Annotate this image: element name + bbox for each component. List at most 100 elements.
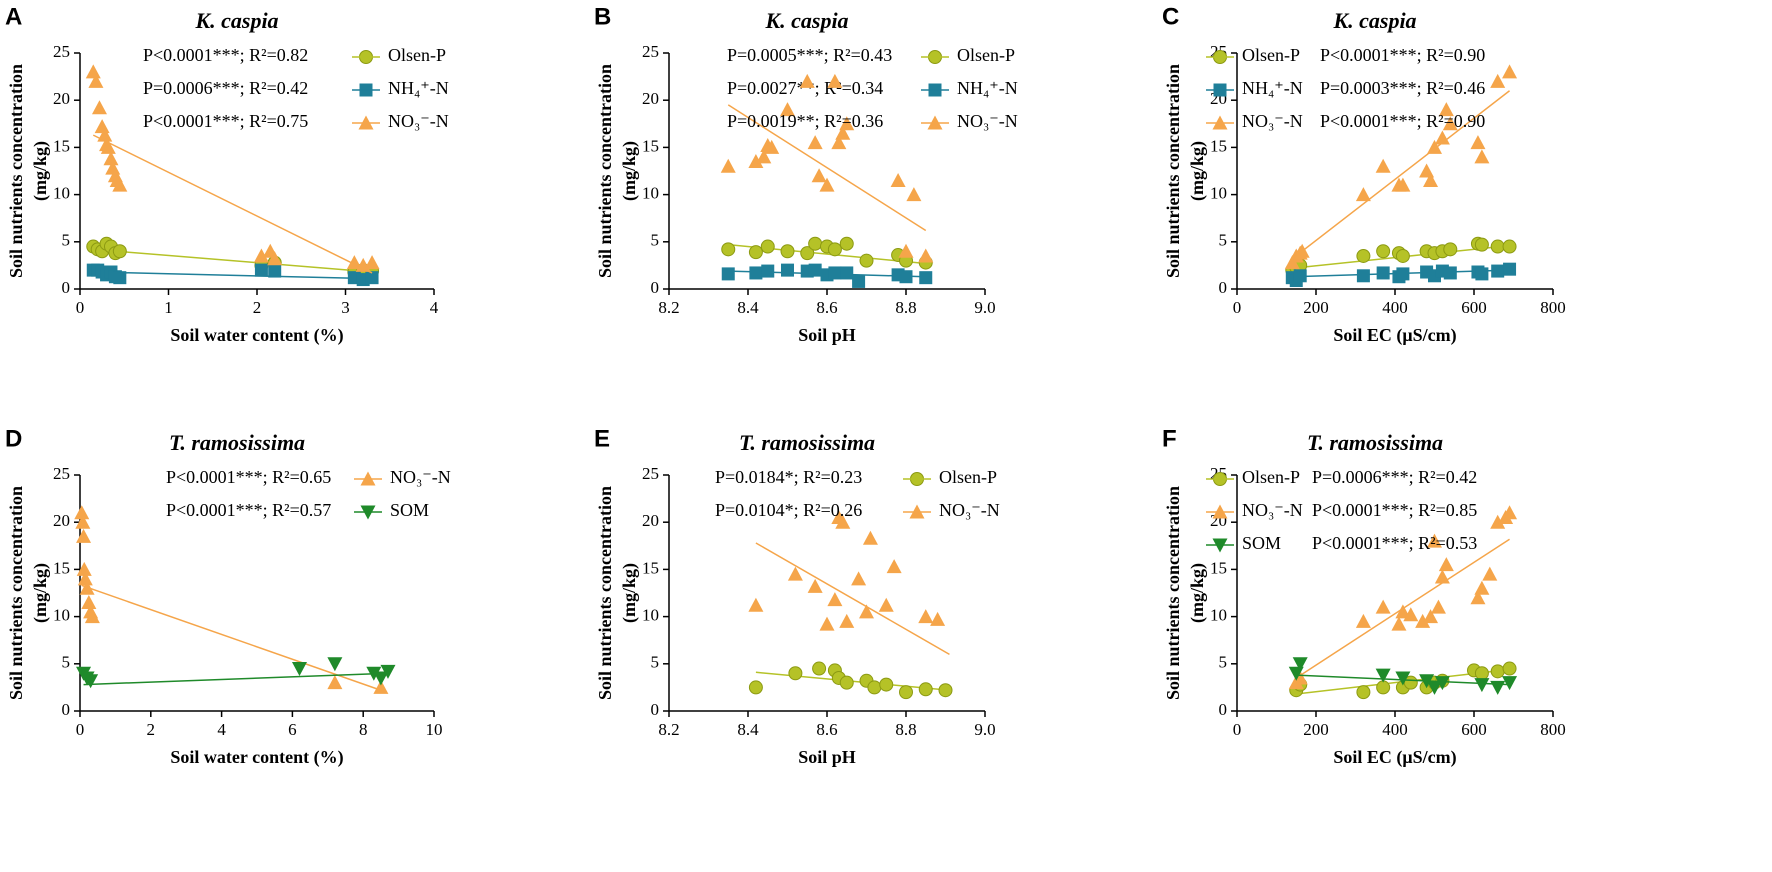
point — [91, 100, 107, 115]
x-axis-label: Soil EC (μS/cm) — [1333, 747, 1456, 768]
point — [835, 125, 851, 140]
panel-title: K. caspia — [764, 8, 848, 33]
point — [918, 682, 933, 697]
y-axis-label: (mg/kg) — [619, 563, 640, 623]
point — [906, 187, 922, 202]
point — [1491, 264, 1505, 278]
legend-label: Olsen-P — [957, 45, 1015, 65]
panel-letter: F — [1162, 425, 1177, 452]
point — [1395, 248, 1410, 263]
point — [1356, 248, 1371, 263]
fit-line — [727, 104, 927, 232]
point — [800, 246, 815, 261]
x-tick-label: 9.0 — [974, 298, 995, 317]
y-tick-label: 15 — [642, 136, 659, 155]
point — [852, 274, 866, 288]
point — [380, 664, 396, 679]
point — [366, 666, 382, 681]
point — [1375, 668, 1391, 683]
point — [1423, 609, 1439, 624]
point — [88, 73, 104, 88]
point — [878, 597, 894, 612]
point — [781, 263, 794, 277]
y-tick-label: 0 — [62, 278, 71, 297]
stat-annotation: P=0.0104*; R²=0.26 — [715, 500, 862, 520]
x-tick-label: 0 — [1233, 720, 1242, 739]
point — [77, 571, 93, 586]
stat-annotation: P=0.0019**; R²=0.36 — [727, 111, 883, 131]
point — [113, 271, 127, 285]
x-tick-label: 3 — [341, 298, 350, 317]
point — [1403, 607, 1419, 622]
point — [1490, 73, 1506, 88]
legend-label: NH₄⁺-N — [957, 78, 1018, 98]
y-axis-label: Soil nutrients concentration — [6, 64, 26, 278]
x-tick-label: 0 — [76, 298, 85, 317]
stat-annotation: P<0.0001***; R²=0.90 — [1320, 45, 1485, 65]
point — [918, 248, 934, 263]
legend-label: Olsen-P — [388, 45, 446, 65]
y-tick-label: 0 — [651, 700, 660, 719]
y-tick-label: 20 — [642, 89, 659, 108]
point — [808, 263, 822, 277]
panel-title: K. caspia — [194, 8, 278, 33]
point — [1391, 616, 1407, 631]
point — [75, 514, 91, 529]
point — [899, 270, 913, 284]
point — [74, 505, 90, 520]
point — [839, 613, 855, 628]
y-tick-label: 10 — [1210, 606, 1227, 625]
point — [79, 580, 95, 595]
stat-annotation: P<0.0001***; R²=0.75 — [143, 111, 308, 131]
point — [788, 666, 803, 681]
point — [103, 151, 119, 166]
stat-annotation: P<0.0001***; R²=0.90 — [1320, 111, 1485, 131]
legend-label: SOM — [1242, 533, 1281, 553]
point — [1395, 177, 1411, 192]
x-tick-label: 8.6 — [816, 298, 837, 317]
point — [879, 677, 894, 692]
point — [827, 592, 843, 607]
x-axis-label: Soil EC (μS/cm) — [1333, 325, 1456, 346]
legend-label: NO₃⁻-N — [390, 467, 451, 487]
y-tick-label: 5 — [1219, 231, 1228, 250]
stat-annotation: P<0.0001***; R²=0.53 — [1312, 533, 1477, 553]
point — [83, 674, 99, 689]
y-axis-label: Soil nutrients concentration — [595, 486, 615, 700]
legend-label: NH₄⁺-N — [388, 78, 449, 98]
point — [862, 530, 878, 545]
point — [327, 675, 343, 690]
panel-letter: A — [5, 3, 22, 30]
point — [1294, 243, 1310, 258]
x-tick-label: 400 — [1382, 298, 1408, 317]
point — [898, 243, 914, 258]
point — [748, 245, 763, 260]
y-tick-label: 15 — [1210, 136, 1227, 155]
fit-line — [92, 134, 373, 274]
x-tick-label: 8.2 — [658, 720, 679, 739]
point — [1442, 116, 1458, 131]
point — [1474, 580, 1490, 595]
point — [112, 177, 128, 192]
point — [85, 64, 101, 79]
fit-line — [83, 672, 389, 686]
y-tick-label: 25 — [53, 464, 70, 483]
point — [819, 177, 835, 192]
point — [1356, 269, 1370, 283]
x-tick-label: 200 — [1303, 298, 1329, 317]
stat-annotation: P=0.0006***; R²=0.42 — [143, 78, 308, 98]
x-tick-label: 4 — [217, 720, 226, 739]
legend-label: NO₃⁻-N — [388, 111, 449, 131]
point — [1502, 505, 1518, 520]
point — [831, 135, 847, 150]
point — [1395, 671, 1411, 686]
point — [100, 139, 116, 154]
point — [807, 135, 823, 150]
point — [807, 578, 823, 593]
point — [760, 239, 775, 254]
point — [886, 559, 902, 574]
x-tick-label: 200 — [1303, 720, 1329, 739]
point — [811, 168, 827, 183]
stat-annotation: P<0.0001***; R²=0.82 — [143, 45, 308, 65]
